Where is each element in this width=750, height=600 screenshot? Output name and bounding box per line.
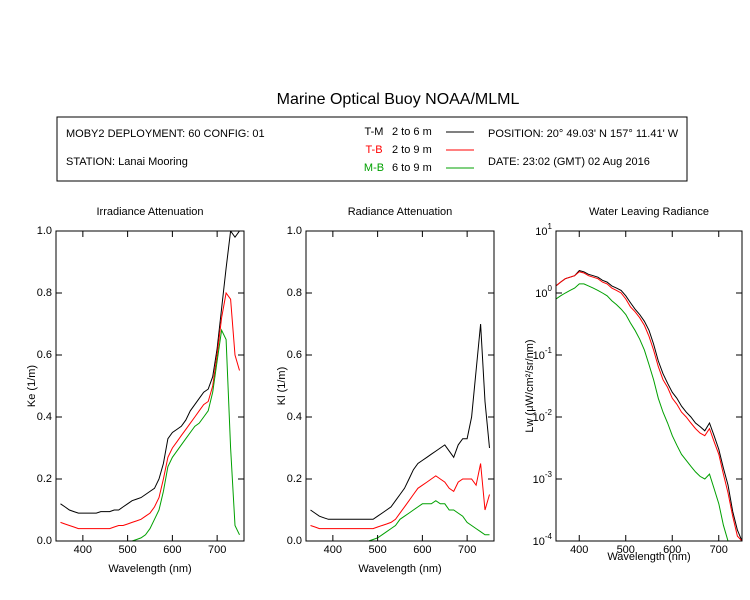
series-line — [60, 291, 240, 530]
y-tick-label: 10-3 — [533, 470, 553, 486]
x-tick-label: 500 — [617, 544, 635, 556]
series-line — [310, 323, 490, 520]
station: STATION: Lanai Mooring — [66, 156, 188, 168]
y-tick-exponent: -4 — [545, 532, 553, 541]
y-tick-label: 0.4 — [287, 411, 302, 423]
y-tick-label: 0.8 — [287, 287, 302, 299]
y-tick-exponent: -3 — [545, 470, 553, 479]
series-line — [310, 500, 490, 541]
deployment: MOBY2 DEPLOYMENT: 60 CONFIG: 01 — [66, 128, 265, 140]
y-tick-label: 0.2 — [37, 473, 52, 485]
y-tick-label: 100 — [535, 284, 552, 300]
y-tick-label: 1.0 — [37, 225, 52, 237]
y-tick-label: 0.0 — [287, 535, 302, 547]
x-axis-label: Wavelength (nm) — [108, 563, 191, 575]
y-tick-label: 101 — [535, 222, 552, 238]
plot-frame — [555, 230, 743, 542]
panel-title: Radiance Attenuation — [348, 206, 453, 218]
y-tick-label: 10-1 — [533, 346, 553, 362]
date: DATE: 23:02 (GMT) 02 Aug 2016 — [488, 156, 650, 168]
y-tick-exponent: 1 — [548, 222, 553, 231]
y-tick-base: 10 — [533, 474, 545, 486]
legend-range: 2 to 6 m — [392, 126, 432, 138]
x-tick-label: 400 — [570, 544, 588, 556]
y-tick-label: 1.0 — [287, 225, 302, 237]
x-tick-label: 400 — [324, 544, 342, 556]
legend-range: 6 to 9 m — [392, 162, 432, 174]
y-axis-label: Ke (1/m) — [26, 365, 38, 407]
position: POSITION: 20° 49.03' N 157° 11.41' W — [488, 128, 679, 140]
panel-title: Water Leaving Radiance — [589, 206, 709, 218]
series-line — [556, 270, 742, 541]
plot-frame — [55, 230, 245, 542]
legend-range: 2 to 9 m — [392, 144, 432, 156]
x-tick-label: 700 — [710, 544, 728, 556]
x-tick-label: 600 — [413, 544, 431, 556]
x-tick-label: 500 — [368, 544, 386, 556]
y-tick-label: 10-4 — [533, 532, 553, 548]
legend: T-M 2 to 6 m T-B 2 to 9 m M-B 6 to 9 m — [364, 126, 474, 174]
y-tick-base: 10 — [533, 412, 545, 424]
y-tick-exponent: -1 — [545, 346, 553, 355]
page-title: Marine Optical Buoy NOAA/MLML — [277, 91, 520, 108]
x-tick-label: 700 — [208, 544, 226, 556]
y-tick-label: 0.8 — [37, 287, 52, 299]
y-tick-base: 10 — [535, 288, 547, 300]
y-tick-label: 0.6 — [37, 349, 52, 361]
y-tick-label: 10-2 — [533, 408, 553, 424]
y-tick-label: 0.2 — [287, 473, 302, 485]
panel-title: Irradiance Attenuation — [96, 206, 203, 218]
series-line — [556, 271, 742, 541]
y-tick-label: 0.0 — [37, 535, 52, 547]
x-tick-label: 600 — [663, 544, 681, 556]
y-tick-exponent: -2 — [545, 408, 553, 417]
y-tick-exponent: 0 — [548, 284, 553, 293]
series-line — [60, 328, 240, 541]
y-tick-base: 10 — [535, 226, 547, 238]
info-box — [56, 116, 688, 182]
x-tick-label: 600 — [163, 544, 181, 556]
legend-label: M-B — [364, 162, 384, 174]
y-tick-label: 0.6 — [287, 349, 302, 361]
y-tick-base: 10 — [533, 536, 545, 548]
plot-frame — [305, 230, 495, 542]
panel: Irradiance Attenuation Wavelength (nm) Ke … — [26, 206, 245, 575]
x-axis-label: Wavelength (nm) — [358, 563, 441, 575]
y-axis-label: Kl (1/m) — [276, 367, 288, 406]
x-tick-label: 400 — [74, 544, 92, 556]
legend-label: T-M — [365, 126, 384, 138]
panel: Water Leaving Radiance Wavelength (nm) Lw … — [524, 206, 743, 563]
y-tick-base: 10 — [533, 350, 545, 362]
y-axis-label: Lw (μW/cm²/sr/nm) — [524, 339, 536, 432]
series-line — [556, 283, 729, 541]
x-tick-label: 500 — [118, 544, 136, 556]
y-tick-label: 0.4 — [37, 411, 52, 423]
series-line — [310, 463, 490, 530]
series-line — [60, 231, 240, 514]
legend-label: T-B — [365, 144, 382, 156]
panel: Radiance Attenuation Wavelength (nm) Kl (1… — [276, 206, 495, 575]
x-tick-label: 700 — [458, 544, 476, 556]
x-axis-label: Wavelength (nm) — [607, 551, 690, 563]
